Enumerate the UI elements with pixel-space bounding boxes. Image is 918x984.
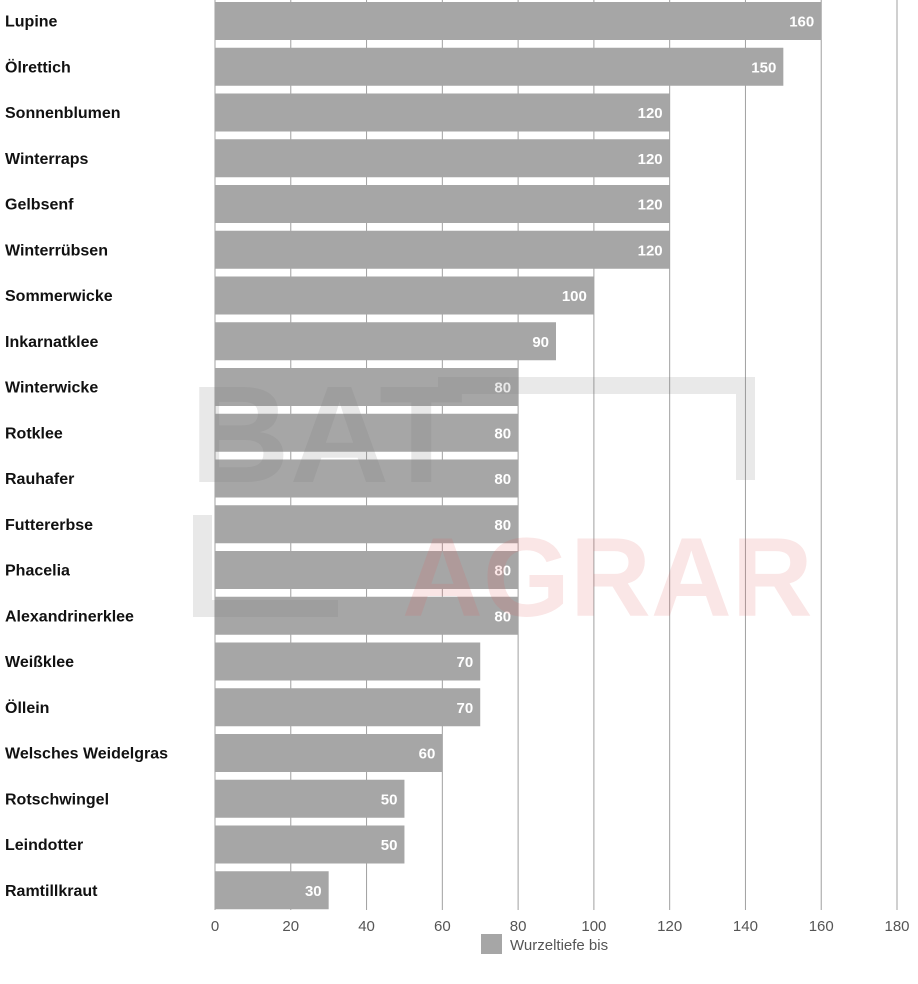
bar <box>215 825 405 864</box>
category-label: Winterrübsen <box>5 242 108 259</box>
x-axis-ticks: 0 20 40 60 80 100 120 140 160 180 <box>211 918 910 935</box>
category-label: Rauhafer <box>5 471 74 488</box>
category-label: Rotschwingel <box>5 791 109 808</box>
watermark-text-agrar: AGRAR <box>402 515 813 640</box>
bar <box>215 871 329 910</box>
bar <box>215 368 519 406</box>
watermark-frame-left <box>193 515 338 617</box>
x-tick-label: 180 <box>884 918 909 935</box>
bar <box>215 276 594 315</box>
bar <box>215 734 443 772</box>
data-label: 120 <box>638 197 663 214</box>
category-label: Öllein <box>5 698 49 717</box>
bar <box>215 413 519 452</box>
bar <box>215 47 784 86</box>
data-label: 80 <box>494 563 511 580</box>
category-label: Leindotter <box>5 837 83 854</box>
category-label: Lupine <box>5 14 58 31</box>
legend-swatch <box>481 934 502 954</box>
category-label: Weißklee <box>5 654 74 671</box>
x-tick-label: 160 <box>809 918 834 935</box>
data-label: 70 <box>457 700 474 717</box>
category-label: Phacelia <box>5 563 70 580</box>
data-label: 60 <box>419 746 436 763</box>
bar <box>215 596 519 635</box>
data-label: 90 <box>532 334 549 351</box>
x-tick-label: 40 <box>358 918 375 935</box>
data-label: 50 <box>381 791 398 808</box>
category-label: Gelbsenf <box>5 197 74 214</box>
bar <box>215 505 519 544</box>
data-label: 160 <box>789 14 814 31</box>
category-label: Winterraps <box>5 151 89 168</box>
legend-label: Wurzeltiefe bis <box>510 937 608 954</box>
data-label: 30 <box>305 883 322 900</box>
x-tick-label: 120 <box>657 918 682 935</box>
bar <box>215 551 519 589</box>
bar <box>215 322 556 361</box>
data-label: 80 <box>494 471 511 488</box>
data-label: 120 <box>638 151 663 168</box>
category-label: Alexandrinerklee <box>5 608 134 625</box>
bar <box>215 642 481 681</box>
category-label: Inkarnatklee <box>5 334 98 351</box>
category-labels: Lupine Ölrettich Sonnenblumen Winterraps Gel… <box>5 14 168 900</box>
data-label: 150 <box>751 59 776 76</box>
legend: Wurzeltiefe bis <box>481 934 608 954</box>
value-labels: 160 150 120 120 120 120 100 90 80 80 80 80 80 80 70 70 6… <box>305 14 814 900</box>
bars <box>215 2 822 910</box>
x-tick-label: 80 <box>510 918 527 935</box>
data-label: 50 <box>381 837 398 854</box>
category-label: Sonnenblumen <box>5 105 121 122</box>
data-label: 70 <box>457 654 474 671</box>
data-label: 80 <box>494 608 511 625</box>
bar <box>215 2 822 40</box>
category-label: Ölrettich <box>5 57 71 76</box>
data-label: 80 <box>494 517 511 534</box>
data-label: 120 <box>638 105 663 122</box>
bar <box>215 230 670 269</box>
category-label: Ramtillkraut <box>5 883 98 900</box>
bar <box>215 139 670 178</box>
bar <box>215 779 405 818</box>
bar <box>215 459 519 498</box>
x-tick-label: 140 <box>733 918 758 935</box>
data-label: 120 <box>638 242 663 259</box>
x-tick-label: 100 <box>581 918 606 935</box>
data-label: 80 <box>494 425 511 442</box>
category-label: Welsches Weidelgras <box>5 746 168 763</box>
data-label: 100 <box>562 288 587 305</box>
watermark-frame-top <box>438 377 755 480</box>
bar <box>215 93 670 132</box>
category-label: Rotklee <box>5 425 63 442</box>
watermark-logo: BAT AGRAR <box>190 358 813 640</box>
bar <box>215 688 481 727</box>
data-label: 80 <box>494 380 511 397</box>
x-tick-label: 20 <box>282 918 299 935</box>
bar <box>215 185 670 223</box>
watermark-text-bat: BAT <box>190 358 463 512</box>
category-label: Winterwicke <box>5 380 98 397</box>
category-label: Sommerwicke <box>5 288 113 305</box>
x-tick-label: 0 <box>211 918 219 935</box>
category-label: Futtererbse <box>5 517 93 534</box>
x-tick-label: 60 <box>434 918 451 935</box>
